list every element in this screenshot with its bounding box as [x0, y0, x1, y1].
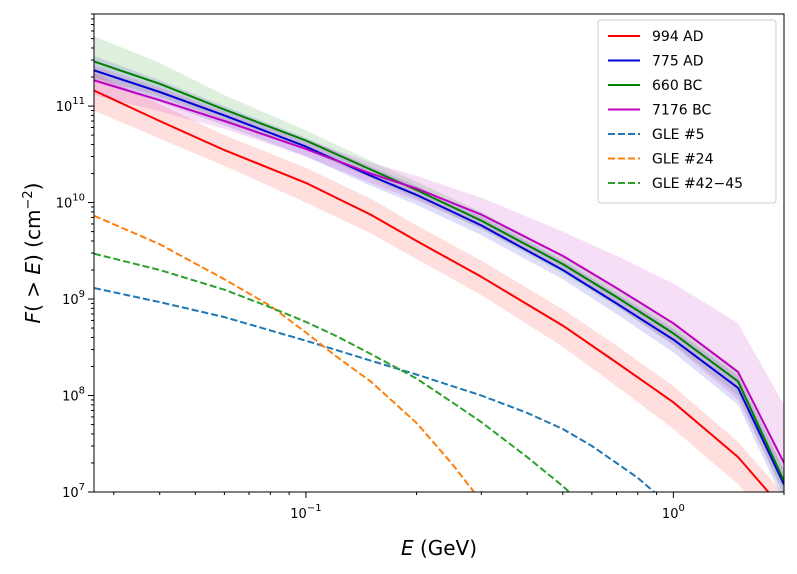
y-tick-label: 1010 — [56, 193, 85, 212]
y-tick-label: 109 — [62, 289, 85, 308]
legend-frame — [597, 19, 777, 204]
y-tick-label: 107 — [62, 482, 85, 501]
y-axis-label: F( > E) (cm−2) — [21, 183, 45, 324]
band-775-ad — [94, 56, 784, 492]
series-line-gle-24 — [94, 214, 476, 492]
legend-label-gle-24: GLE #24 — [652, 152, 714, 168]
legend-label-775-ad: 775 AD — [652, 54, 704, 70]
band-660-bc — [94, 36, 784, 492]
legend-label-994-ad: 994 AD — [652, 29, 704, 45]
series-line-7176-bc — [94, 79, 784, 464]
x-tick-label: 100 — [662, 503, 685, 522]
series-line-660-bc — [94, 60, 784, 482]
x-tick-label: 10−1 — [290, 503, 321, 522]
band-994-ad — [94, 73, 783, 492]
series-line-994-ad — [94, 89, 770, 492]
y-tick-label: 1011 — [56, 96, 85, 115]
x-axis-ticks: 10−1 100 — [113, 492, 785, 522]
series-lines — [94, 60, 784, 492]
legend: 994 AD 775 AD 660 BC 7176 BC GLE #5 GLE #24 GL… — [597, 19, 777, 204]
y-tick-label: 108 — [62, 386, 85, 405]
y-axis-ticks: 107 108 109 1010 1011 — [56, 13, 94, 501]
band-7176-bc — [94, 66, 784, 492]
legend-label-660-bc: 660 BC — [652, 78, 703, 94]
series-line-gle-5 — [94, 287, 656, 492]
series-line-775-ad — [94, 69, 784, 485]
legend-label-gle-42-45: GLE #42−45 — [652, 176, 743, 192]
legend-label-gle-5: GLE #5 — [652, 127, 705, 143]
uncertainty-bands — [94, 36, 784, 492]
series-line-gle-42-45 — [94, 252, 571, 492]
legend-label-7176-bc: 7176 BC — [652, 103, 711, 119]
x-axis-label: E (GeV) — [401, 536, 477, 560]
